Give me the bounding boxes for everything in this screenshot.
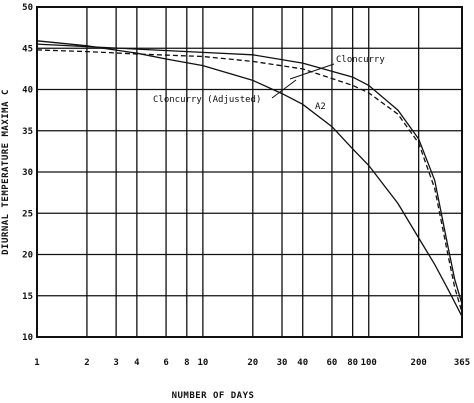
series-line-a2 — [36, 40, 463, 317]
y-tick-label: 35 — [22, 127, 33, 137]
x-tick-label: 4 — [134, 358, 140, 368]
x-tick-labels: 1 2 3 4 6 8 10 20 30 40 60 80 100 200 365 — [34, 358, 470, 368]
x-tick-label: 8 — [184, 358, 189, 368]
series-line-cloncurry — [36, 43, 463, 305]
x-tick-label: 3 — [113, 358, 118, 368]
grid — [36, 6, 463, 338]
y-tick-label: 50 — [22, 3, 33, 13]
y-tick-label: 15 — [22, 292, 33, 302]
x-tick-label: 6 — [163, 358, 168, 368]
y-tick-label: 10 — [22, 333, 33, 343]
x-tick-label: 80 — [347, 358, 358, 368]
x-tick-label: 365 — [454, 358, 470, 368]
x-axis-label: NUMBER OF DAYS — [172, 391, 255, 401]
annotation-adjusted-leader — [271, 79, 297, 99]
series-lines — [36, 40, 463, 317]
x-tick-label: 1 — [34, 358, 39, 368]
y-tick-labels: 10 15 20 25 30 35 40 45 50 — [22, 3, 33, 343]
y-tick-label: 25 — [22, 209, 33, 219]
annotation-cloncurry-adjusted: Cloncurry (Adjusted) — [153, 95, 261, 105]
y-axis-label: DIURNAL TEMPERATURE MAXIMA C — [1, 89, 11, 255]
y-tick-label: 45 — [22, 44, 33, 54]
y-tick-label: 40 — [22, 86, 33, 96]
x-tick-label: 30 — [277, 358, 288, 368]
y-tick-label: 20 — [22, 251, 33, 261]
x-tick-label: 200 — [411, 358, 427, 368]
x-tick-label: 10 — [197, 358, 208, 368]
series-line-cloncurry-adjusted — [36, 49, 463, 313]
x-tick-label: 100 — [361, 358, 377, 368]
y-tick-label: 30 — [22, 168, 33, 178]
annotation-cloncurry: Cloncurry — [336, 55, 385, 65]
annotation-cloncurry-leader — [289, 63, 335, 80]
x-tick-label: 20 — [247, 358, 258, 368]
x-tick-label: 40 — [297, 358, 308, 368]
x-tick-label: 2 — [84, 358, 89, 368]
annotations: Cloncurry Cloncurry (Adjusted) A2 — [153, 55, 385, 112]
annotation-a2: A2 — [315, 102, 326, 112]
x-tick-label: 60 — [327, 358, 338, 368]
